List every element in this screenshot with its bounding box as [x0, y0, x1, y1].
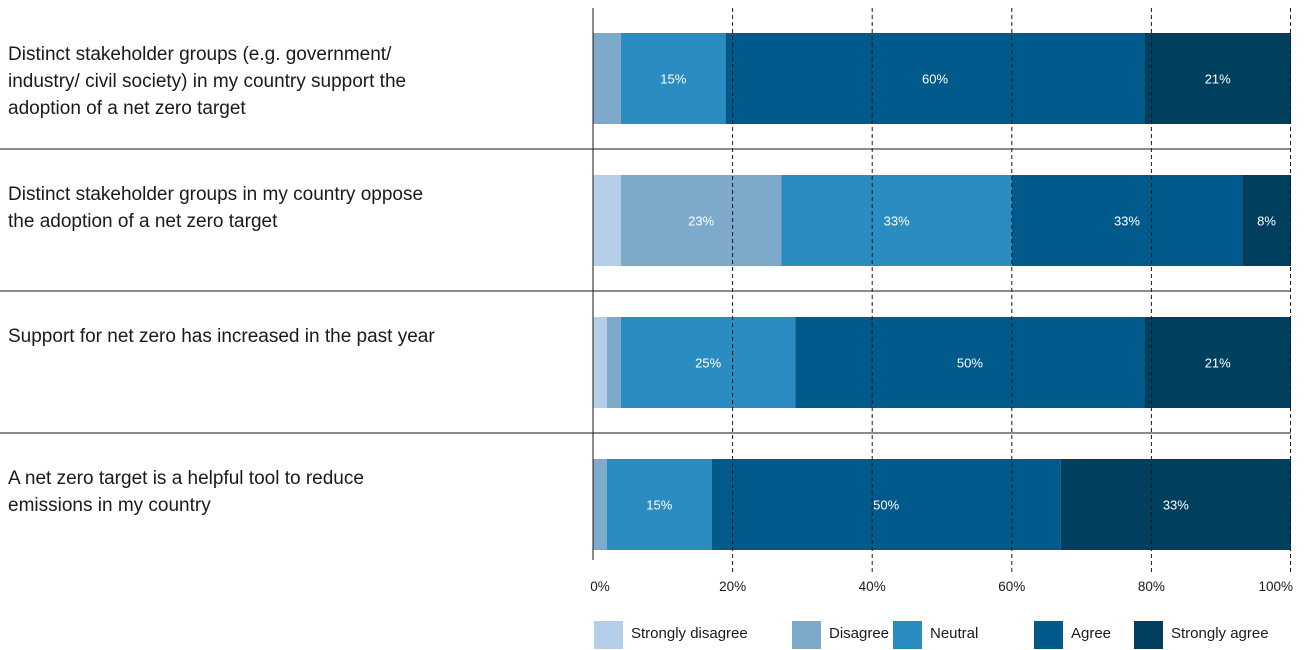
gridlines — [592, 8, 1291, 572]
data-label: 50% — [873, 498, 899, 513]
data-label: 15% — [660, 72, 686, 87]
x-tick-label: 40% — [859, 579, 886, 594]
data-label: 21% — [1205, 356, 1231, 371]
legend-swatch — [792, 621, 821, 649]
data-label: 15% — [646, 498, 672, 513]
bar-segment — [593, 317, 607, 408]
x-axis-ticks: 0% 20% 40% 60% 80% 100% — [590, 579, 1293, 594]
question-label-line: adoption of a net zero target — [8, 98, 246, 119]
bar-segment — [593, 459, 607, 550]
question-label-line: Distinct stakeholder groups in my countr… — [8, 184, 423, 205]
data-label: 25% — [695, 356, 721, 371]
bar-segment — [593, 33, 621, 124]
legend: Strongly disagree Disagree Neutral Agree Str… — [594, 621, 1269, 649]
question-label: Distinct stakeholder groups in my countr… — [8, 184, 423, 232]
data-label: 33% — [884, 214, 910, 229]
bar-segment — [1144, 317, 1291, 408]
question-label-line: industry/ civil society) in my country s… — [8, 71, 406, 92]
legend-label: Neutral — [930, 625, 978, 642]
question-label: Distinct stakeholder groups (e.g. govern… — [8, 44, 406, 119]
data-label: 50% — [957, 356, 983, 371]
legend-swatch — [1134, 621, 1163, 649]
legend-label: Strongly agree — [1171, 625, 1269, 642]
bar-area: 15% 60% 21% 23% 33% 33% 8% 25% 50% 21% 15% 50% 33% — [593, 33, 1291, 550]
x-tick-label: 60% — [998, 579, 1025, 594]
x-tick-label: 100% — [1258, 579, 1293, 594]
bar-segment — [1144, 33, 1291, 124]
question-label-line: the adoption of a net zero target — [8, 211, 278, 232]
question-label-line: Distinct stakeholder groups (e.g. govern… — [8, 44, 392, 65]
bar-segment — [1060, 459, 1291, 550]
legend-swatch — [1034, 621, 1063, 649]
bar-segment — [725, 33, 1145, 124]
bar-segment — [1011, 175, 1243, 266]
bar-segment — [781, 175, 1012, 266]
data-label: 23% — [688, 214, 714, 229]
x-tick-label: 20% — [719, 579, 746, 594]
question-label: A net zero target is a helpful tool to r… — [8, 468, 364, 516]
question-label-line: emissions in my country — [8, 495, 211, 516]
question-labels: Distinct stakeholder groups (e.g. govern… — [8, 44, 435, 516]
question-label: Support for net zero has increased in th… — [8, 326, 435, 347]
x-tick-label: 80% — [1138, 579, 1165, 594]
bar-segment — [711, 459, 1061, 550]
legend-label: Strongly disagree — [631, 625, 748, 642]
question-label-line: A net zero target is a helpful tool to r… — [8, 468, 364, 489]
data-label: 21% — [1205, 72, 1231, 87]
data-label: 60% — [922, 72, 948, 87]
question-label-line: Support for net zero has increased in th… — [8, 326, 435, 347]
bar-segment — [593, 175, 621, 266]
data-label: 33% — [1163, 498, 1189, 513]
bar-segment — [620, 175, 782, 266]
legend-label: Agree — [1071, 625, 1111, 642]
bar-segment — [606, 317, 621, 408]
x-tick-label: 0% — [590, 579, 610, 594]
bar-segment — [606, 459, 712, 550]
data-label: 33% — [1114, 214, 1140, 229]
data-label: 8% — [1257, 214, 1276, 229]
row-separators — [0, 148, 1291, 434]
bar-segment — [1242, 175, 1291, 266]
bar-segment — [620, 33, 726, 124]
bar-segment — [795, 317, 1145, 408]
legend-swatch — [893, 621, 922, 649]
bar-segment — [620, 317, 796, 408]
legend-swatch — [594, 621, 623, 649]
legend-label: Disagree — [829, 625, 889, 642]
